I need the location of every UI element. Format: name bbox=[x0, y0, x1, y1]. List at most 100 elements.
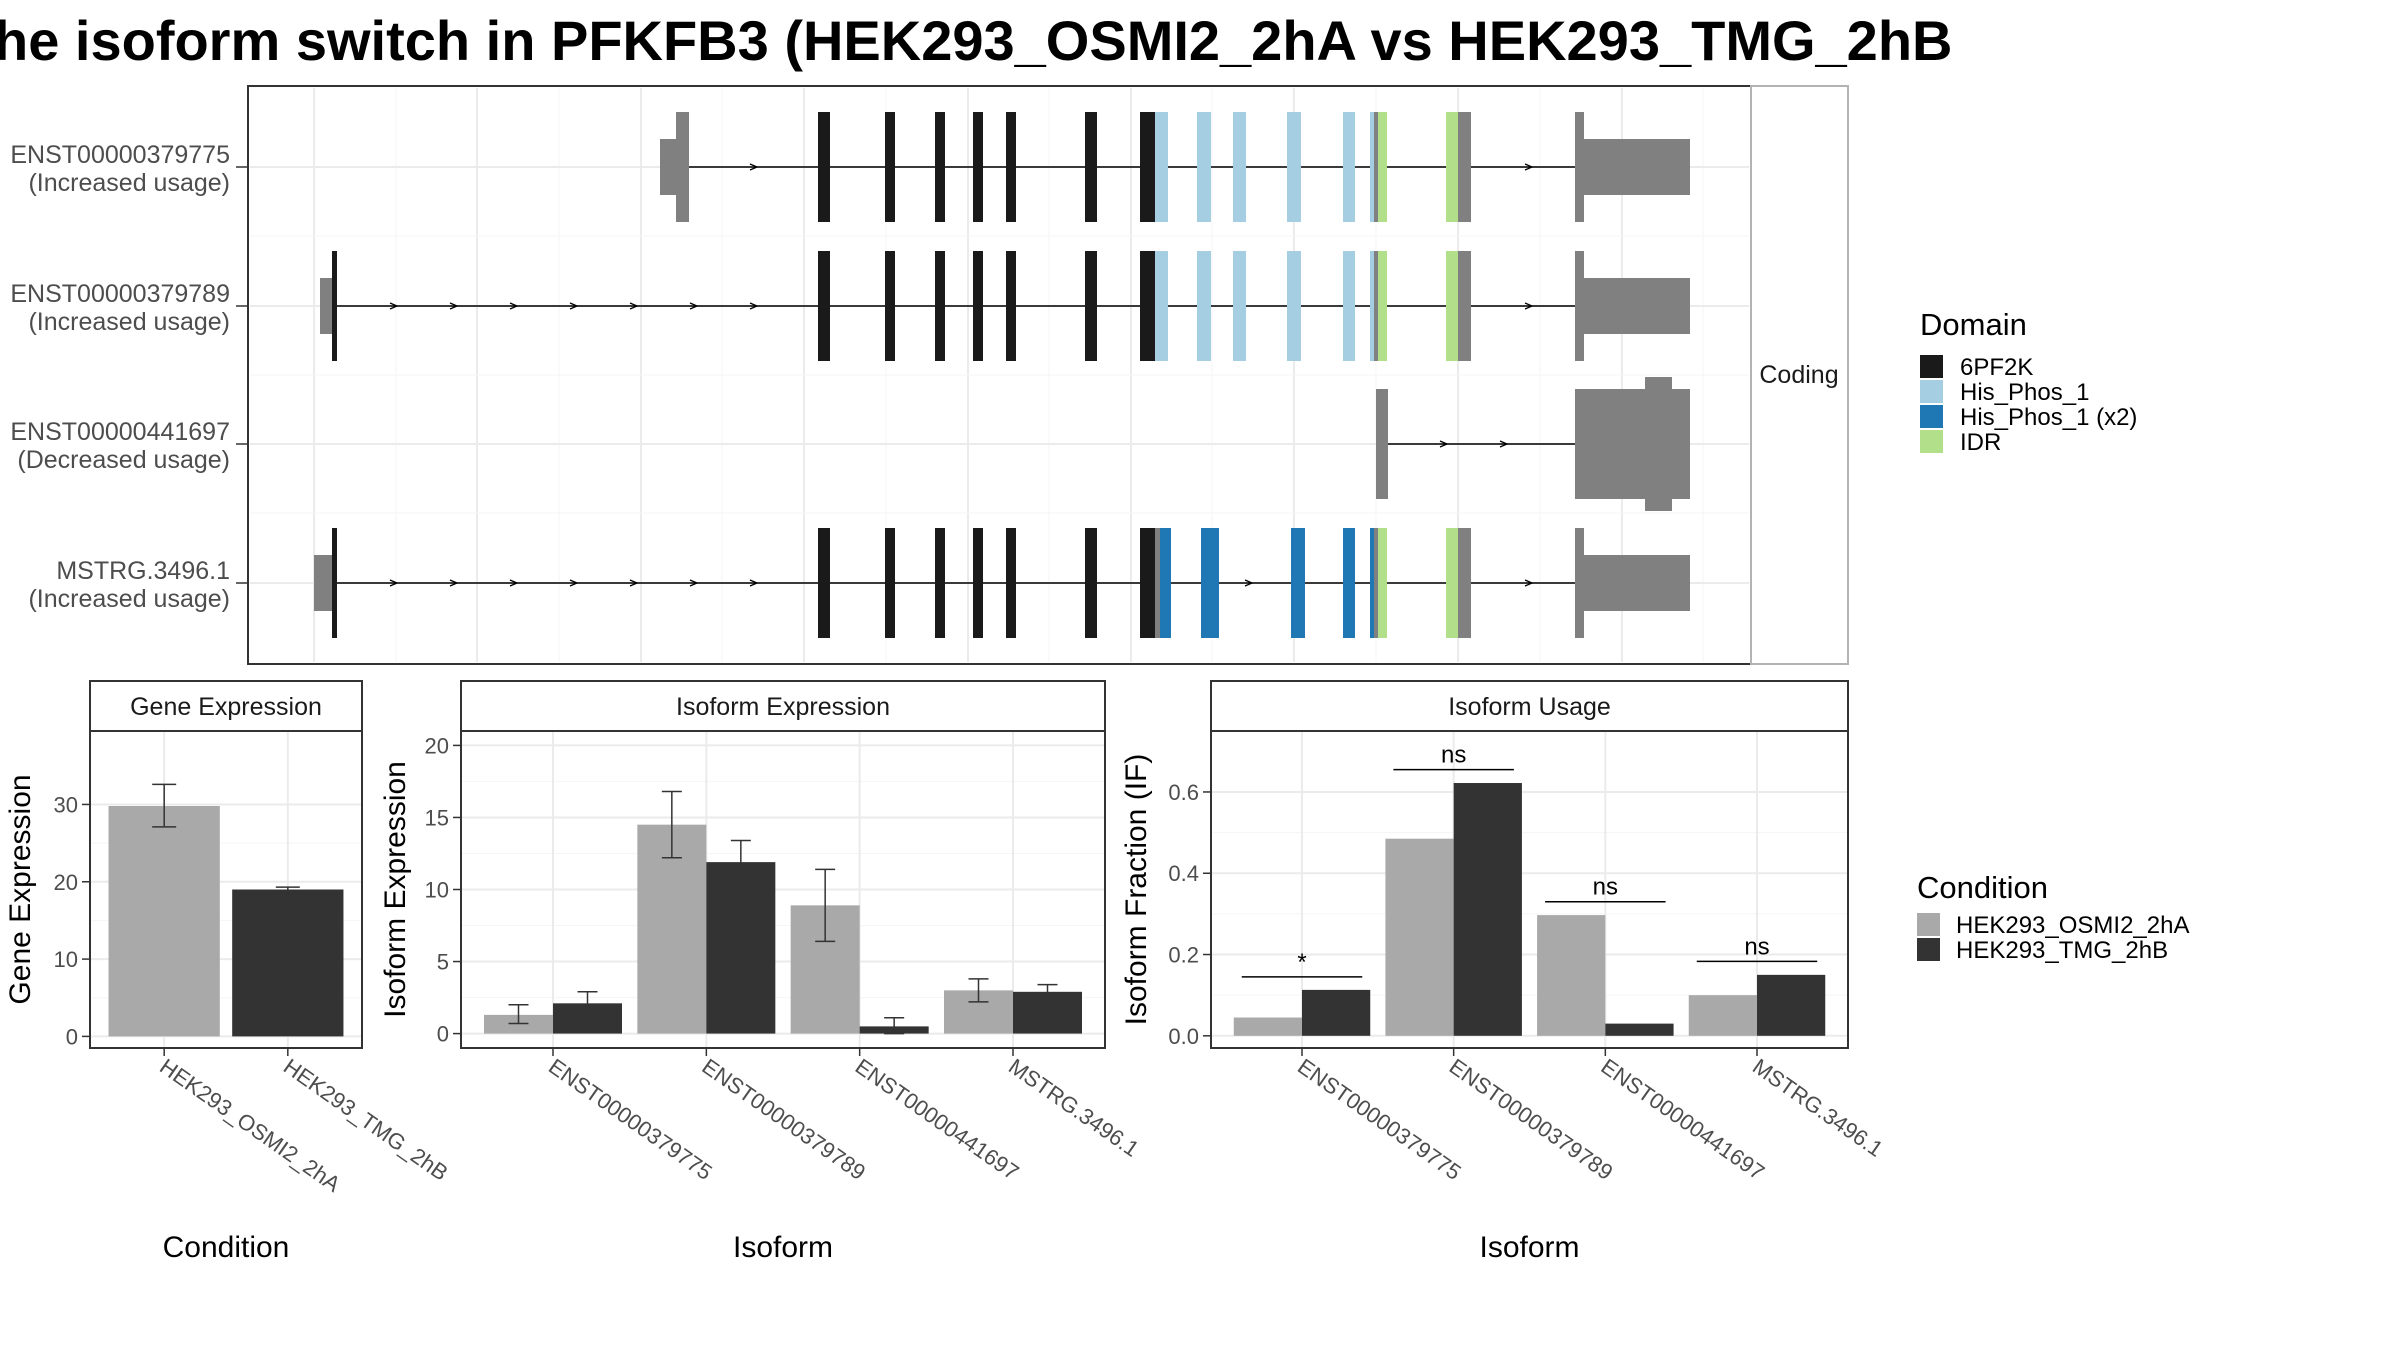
bar bbox=[706, 862, 776, 1034]
exon-block bbox=[818, 112, 830, 222]
direction-arrow bbox=[689, 302, 699, 310]
direction-arrow bbox=[449, 579, 459, 587]
exon-block bbox=[973, 112, 983, 222]
direction-arrow bbox=[509, 302, 519, 310]
direction-arrow bbox=[1499, 440, 1509, 448]
bar bbox=[1302, 989, 1371, 1036]
gene-expression-panel: Gene Expression0102030HEK293_OSMI2_2hAHE… bbox=[4, 680, 453, 1264]
y-tick-label: 0 bbox=[66, 1024, 78, 1049]
exon-block bbox=[1672, 389, 1690, 499]
x-axis-title: Isoform bbox=[1479, 1231, 1579, 1264]
bar bbox=[1688, 995, 1757, 1036]
domain-legend-label: His_Phos_1 bbox=[1960, 379, 2089, 406]
transcript-label: ENST00000441697 bbox=[10, 418, 230, 446]
exon-block bbox=[1287, 251, 1301, 361]
condition-legend-label: HEK293_OSMI2_2hA bbox=[1956, 912, 2189, 939]
gene-structure-panel: Coding ENST00000379775(Increased usage)E… bbox=[10, 85, 1849, 665]
transcript-status-label: (Increased usage) bbox=[28, 308, 230, 336]
exon-block bbox=[332, 528, 337, 638]
exon-block bbox=[1155, 112, 1168, 222]
y-tick-label: 10 bbox=[54, 947, 78, 972]
exon-block bbox=[1233, 251, 1246, 361]
exon-block bbox=[935, 112, 945, 222]
structure-facet-strip bbox=[1750, 85, 1849, 665]
direction-arrow bbox=[629, 302, 639, 310]
domain-legend-key bbox=[1920, 430, 1943, 453]
direction-arrow bbox=[749, 302, 759, 310]
exon-block bbox=[1458, 251, 1471, 361]
exon-block bbox=[1575, 251, 1584, 361]
bar bbox=[1757, 974, 1826, 1036]
transcript-label: MSTRG.3496.1 bbox=[56, 557, 230, 585]
bar bbox=[1605, 1023, 1674, 1036]
y-tick-label: 15 bbox=[425, 805, 449, 830]
exon-block bbox=[314, 555, 332, 611]
exon-block bbox=[1233, 112, 1246, 222]
y-tick-label: 0.0 bbox=[1168, 1024, 1199, 1049]
structure-facet-label: Coding bbox=[1759, 361, 1838, 389]
direction-arrow bbox=[1439, 440, 1449, 448]
exon-block bbox=[1287, 112, 1301, 222]
exon-block bbox=[1370, 251, 1374, 361]
direction-arrow bbox=[509, 579, 519, 587]
transcript-status-label: (Decreased usage) bbox=[17, 446, 230, 474]
exon-block bbox=[1446, 112, 1458, 222]
domain-legend-key bbox=[1920, 355, 1943, 378]
transcript-label: ENST00000379775 bbox=[10, 141, 230, 169]
exon-block bbox=[1575, 112, 1584, 222]
bar bbox=[108, 805, 220, 1037]
bar bbox=[1537, 915, 1606, 1036]
exon-block bbox=[1343, 112, 1355, 222]
exon-block bbox=[1374, 112, 1378, 222]
direction-arrow bbox=[389, 579, 399, 587]
exon-block bbox=[1584, 278, 1690, 334]
significance-label: ns bbox=[1744, 933, 1769, 960]
exon-block bbox=[1584, 555, 1690, 611]
exon-block bbox=[1458, 112, 1471, 222]
transcript-status-label: (Increased usage) bbox=[28, 169, 230, 197]
direction-arrow bbox=[449, 302, 459, 310]
domain-legend-key bbox=[1920, 405, 1943, 428]
y-tick-label: 20 bbox=[54, 870, 78, 895]
bar bbox=[637, 824, 707, 1034]
significance-label: ns bbox=[1593, 874, 1618, 901]
exon-block bbox=[1378, 112, 1387, 222]
exon-block bbox=[1376, 389, 1388, 499]
exon-block bbox=[1343, 528, 1355, 638]
exon-block bbox=[885, 528, 895, 638]
structure-labels: ENST00000379775(Increased usage)ENST0000… bbox=[10, 141, 248, 613]
domain-legend-title: Domain bbox=[1920, 307, 2027, 342]
exon-block bbox=[320, 278, 332, 334]
exon-block bbox=[1085, 112, 1097, 222]
condition-legend-key bbox=[1917, 913, 1940, 936]
x-axis-title: Condition bbox=[163, 1231, 290, 1264]
panel-strip-label: Isoform Expression bbox=[676, 693, 890, 721]
y-tick-label: 0.2 bbox=[1168, 943, 1199, 968]
exon-block bbox=[1140, 112, 1155, 222]
direction-arrow bbox=[1244, 579, 1254, 587]
y-tick-label: 10 bbox=[425, 878, 449, 903]
significance-label: * bbox=[1297, 949, 1306, 976]
domain-legend-label: 6PF2K bbox=[1960, 354, 2033, 381]
direction-arrow bbox=[629, 579, 639, 587]
y-axis-title: Gene Expression bbox=[4, 774, 37, 1004]
exon-block bbox=[1197, 112, 1211, 222]
exon-block bbox=[1160, 528, 1171, 638]
panel-border bbox=[460, 730, 1106, 1049]
bar bbox=[1453, 783, 1522, 1036]
panel-border bbox=[89, 730, 363, 1049]
exon-block bbox=[660, 139, 676, 195]
exon-block bbox=[1085, 251, 1097, 361]
direction-arrow bbox=[569, 302, 579, 310]
transcript-track-ENST00000379775 bbox=[660, 112, 1690, 222]
bar bbox=[1233, 1017, 1302, 1036]
direction-arrow bbox=[1524, 302, 1534, 310]
exon-block bbox=[332, 251, 337, 361]
bar bbox=[232, 889, 344, 1037]
exon-block bbox=[1370, 528, 1374, 638]
exon-block bbox=[1006, 528, 1016, 638]
direction-arrow bbox=[749, 163, 759, 171]
transcript-label: ENST00000379789 bbox=[10, 280, 230, 308]
exon-block bbox=[1575, 528, 1584, 638]
